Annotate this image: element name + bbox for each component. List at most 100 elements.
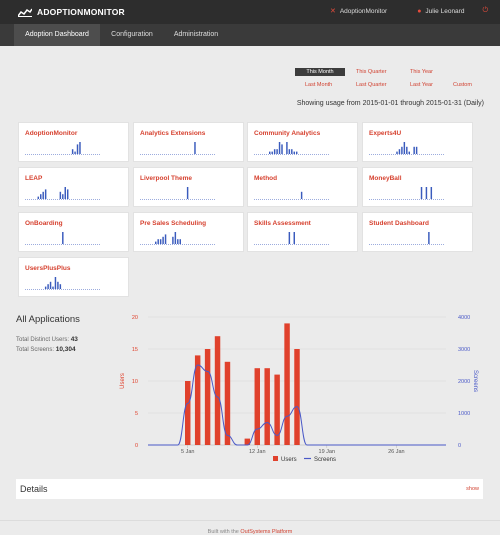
users-bar[interactable] <box>264 368 270 445</box>
tab-configuration[interactable]: Configuration <box>111 31 153 38</box>
app-sparkline <box>140 187 216 200</box>
sparkline-bar <box>413 146 415 154</box>
app-card-title[interactable]: Student Dashboard <box>369 220 429 227</box>
sparkline-bar <box>174 232 177 244</box>
app-card[interactable]: Liverpool Theme <box>133 167 244 207</box>
y2-tick-label: 2000 <box>458 379 470 385</box>
users-bar[interactable] <box>254 368 260 445</box>
app-card[interactable]: AdoptionMonitor <box>18 122 129 162</box>
users-bar[interactable] <box>224 361 231 445</box>
sparkline-bar <box>428 232 430 244</box>
app-card-title[interactable]: Pre Sales Scheduling <box>140 220 207 227</box>
sparkline-bar <box>398 149 401 154</box>
tab-administration[interactable]: Administration <box>173 31 219 38</box>
sparkline-bar <box>49 281 52 289</box>
sparkline-bar <box>415 146 418 154</box>
period-custom[interactable]: Custom <box>453 82 472 88</box>
users-bar[interactable] <box>284 323 290 445</box>
sparkline-bar <box>79 142 81 154</box>
total-screens-line: Total Screens: 10,304 <box>16 346 76 353</box>
sparkline-bar <box>66 189 69 199</box>
app-card[interactable]: Skills Assessment <box>247 212 358 252</box>
app-card[interactable]: LEAP <box>18 167 129 207</box>
footer-divider <box>0 520 500 521</box>
app-card[interactable]: Pre Sales Scheduling <box>133 212 244 252</box>
period-this-quarter[interactable]: This Quarter <box>356 69 387 75</box>
sparkline-bar <box>57 281 59 289</box>
users-bar[interactable] <box>244 438 251 445</box>
sparkline-bar <box>273 149 276 154</box>
app-sparkline <box>140 232 216 245</box>
users-bar[interactable] <box>194 355 201 445</box>
sparkline-bar <box>74 151 76 154</box>
sparkline-bar <box>44 286 47 289</box>
brand-logo[interactable]: ADOPTIONMONITOR <box>18 7 125 17</box>
app-card-title[interactable]: LEAP <box>25 175 43 182</box>
details-show-link[interactable]: show <box>466 486 479 492</box>
top-bar: ADOPTIONMONITOR ✕ AdoptionMonitor ● Juli… <box>0 0 500 24</box>
users-bar[interactable] <box>214 336 221 445</box>
app-card-title[interactable]: UsersPlusPlus <box>25 265 71 272</box>
app-card[interactable]: Student Dashboard <box>362 212 473 252</box>
app-card[interactable]: Method <box>247 167 358 207</box>
app-card[interactable]: OnBoarding <box>18 212 129 252</box>
app-card-title[interactable]: MoneyBall <box>369 175 402 182</box>
sparkline-bar <box>276 149 278 154</box>
app-card-title[interactable]: Analytics Extensions <box>140 130 206 137</box>
distinct-users-value: 43 <box>70 336 78 343</box>
app-sparkline <box>25 277 101 290</box>
users-bar[interactable] <box>294 349 300 445</box>
sparkline-bar <box>179 239 181 244</box>
y2-tick-label: 4000 <box>458 315 470 321</box>
period-last-year[interactable]: Last Year <box>410 82 433 88</box>
power-icon[interactable]: ⏻ <box>482 7 488 14</box>
period-this-year[interactable]: This Year <box>410 69 433 75</box>
sparkline-bar <box>59 284 62 289</box>
app-card-title[interactable]: Community Analytics <box>254 130 321 137</box>
sparkline-bar <box>288 149 291 154</box>
app-sparkline <box>25 187 101 200</box>
app-card-title[interactable]: Method <box>254 175 278 182</box>
app-card[interactable]: Analytics Extensions <box>133 122 244 162</box>
sparkline-bar <box>396 151 398 154</box>
legend-users-swatch <box>273 456 278 461</box>
sparkline-bar <box>157 239 159 244</box>
sparkline-bar <box>54 277 57 289</box>
users-bar[interactable] <box>204 349 211 445</box>
app-card-title[interactable]: Skills Assessment <box>254 220 311 227</box>
footer-link[interactable]: OutSystems Platform <box>240 529 293 535</box>
sparkline-bar <box>430 187 433 199</box>
screens-line[interactable] <box>147 364 446 446</box>
app-card-title[interactable]: Experts4U <box>369 130 402 137</box>
app-card-title[interactable]: AdoptionMonitor <box>25 130 78 137</box>
user-name[interactable]: Julie Leonard <box>425 7 465 15</box>
period-last-quarter[interactable]: Last Quarter <box>356 82 387 88</box>
main-nav: Adoption Dashboard Configuration Adminis… <box>0 24 500 46</box>
app-card[interactable]: Community Analytics <box>247 122 358 162</box>
app-card-title[interactable]: OnBoarding <box>25 220 63 227</box>
app-sparkline <box>140 142 216 155</box>
app-switcher-label[interactable]: AdoptionMonitor <box>339 7 388 15</box>
app-card[interactable]: MoneyBall <box>362 167 473 207</box>
period-this-month[interactable]: This Month <box>295 68 345 76</box>
app-sparkline <box>25 142 101 155</box>
app-card-title[interactable]: Liverpool Theme <box>140 175 193 182</box>
app-card[interactable]: Experts4U <box>362 122 473 162</box>
app-switcher-icon[interactable]: ✕ <box>329 8 336 15</box>
sparkline-bar <box>291 149 293 154</box>
sparkline-bar <box>52 286 54 289</box>
period-last-month[interactable]: Last Month <box>305 82 333 88</box>
sparkline-bar <box>401 146 403 154</box>
app-card[interactable]: UsersPlusPlus <box>18 257 129 297</box>
sparkline-bar <box>40 194 42 199</box>
users-bar[interactable] <box>185 381 191 445</box>
sparkline-bar <box>37 196 40 199</box>
tab-adoption-dashboard[interactable]: Adoption Dashboard <box>14 24 100 46</box>
details-panel: Details show <box>16 479 483 499</box>
chart-legend: Users Screens <box>273 456 336 463</box>
users-bar[interactable] <box>274 374 280 445</box>
sparkline-bar <box>281 144 283 154</box>
y2-axis-label: Screens <box>472 370 478 392</box>
app-sparkline <box>369 187 445 200</box>
sparkline-bar <box>293 151 295 154</box>
